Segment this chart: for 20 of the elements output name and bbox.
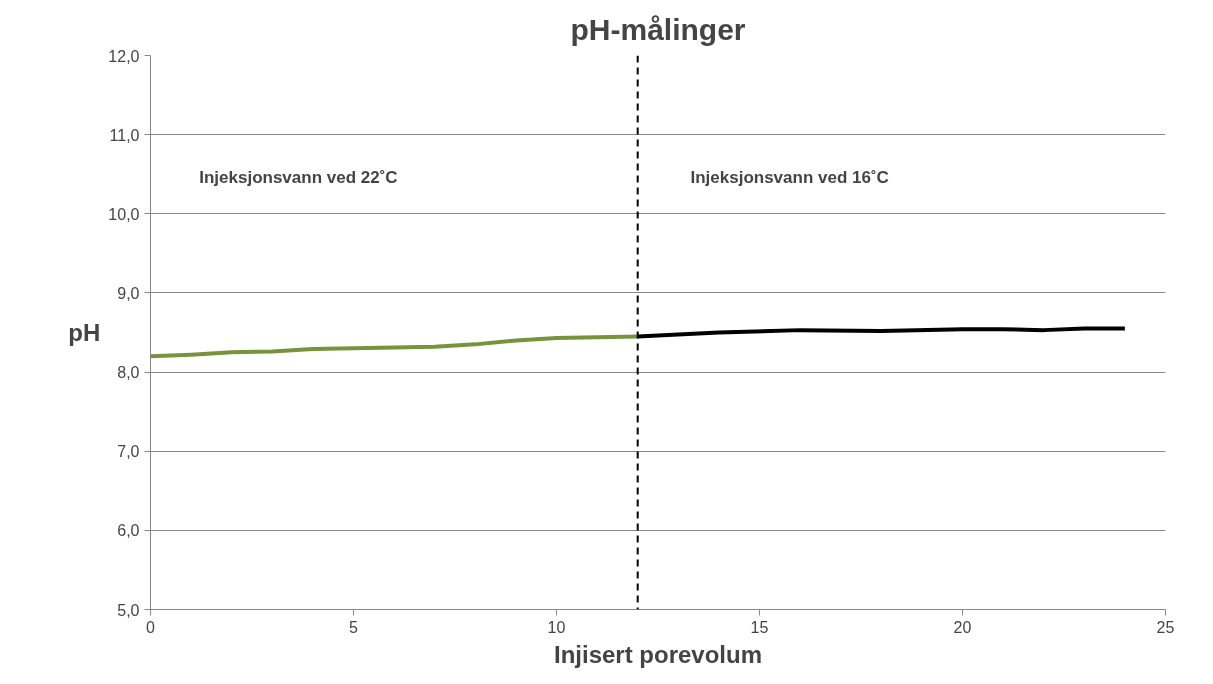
y-tick-label: 11,0 (109, 126, 140, 144)
annotation: Injeksjonsvann ved 22˚C (199, 167, 398, 187)
y-tick-label: 10,0 (108, 205, 140, 223)
line-series (150, 334, 640, 359)
chart-title: pH-målinger (570, 12, 746, 46)
x-tick-label: 0 (146, 618, 156, 636)
y-tick-label: 5,0 (117, 601, 140, 619)
y-tick-label: 9,0 (117, 284, 140, 302)
x-tick-label: 15 (750, 618, 769, 636)
y-tick-label: 7,0 (117, 443, 140, 461)
y-tick-label: 6,0 (117, 522, 140, 540)
annotation: Injeksjonsvann ved 16˚C (690, 167, 889, 187)
x-tick-label: 20 (953, 618, 972, 636)
x-axis-title: Injisert porevolum (553, 640, 763, 668)
y-tick-label: 12,0 (108, 47, 140, 65)
x-tick-label: 5 (349, 618, 359, 636)
x-tick-label: 10 (547, 618, 566, 636)
y-tick-label: 8,0 (117, 364, 140, 382)
x-tick-label: 25 (1156, 618, 1175, 636)
y-axis-title: pH (68, 319, 101, 346)
